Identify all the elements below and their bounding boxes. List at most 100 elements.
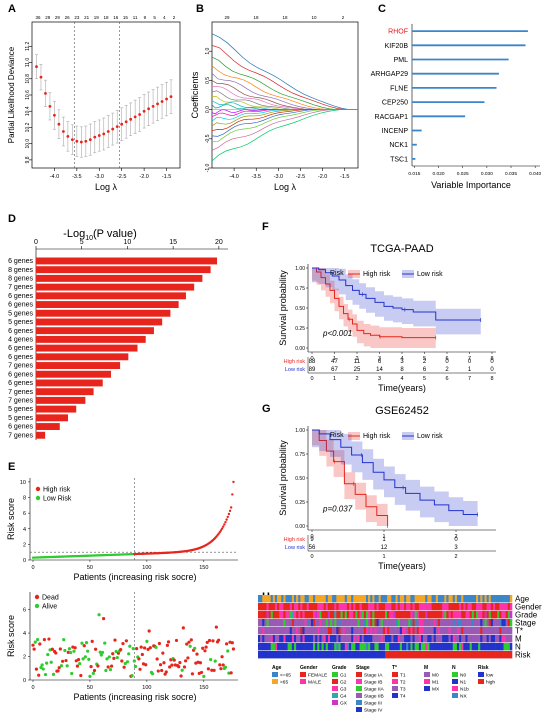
heatmap-cell xyxy=(484,635,486,642)
risk-table-tick: 1 xyxy=(333,376,336,382)
legend-label: N1 xyxy=(460,680,466,686)
status-point xyxy=(111,652,114,655)
heatmap-cell xyxy=(332,635,334,642)
x-tick-label: 150 xyxy=(199,565,208,571)
heatmap-cell xyxy=(389,611,391,618)
status-point xyxy=(104,669,107,672)
heatmap-cell xyxy=(438,635,440,642)
heatmap-cell xyxy=(453,635,455,642)
gene-label: RACGAP1 xyxy=(375,114,409,121)
status-point xyxy=(159,663,162,666)
heatmap-cell xyxy=(446,619,448,626)
heatmap-cell xyxy=(300,611,302,618)
heatmap-cell xyxy=(495,635,497,642)
heatmap-cell xyxy=(355,611,357,618)
heatmap-cell xyxy=(451,643,453,650)
heatmap-cell xyxy=(476,611,478,618)
heatmap-cell xyxy=(476,595,478,602)
heatmap-cell xyxy=(457,643,459,650)
legend-swatch xyxy=(452,693,458,698)
heatmap-cell xyxy=(497,627,499,634)
heatmap-cell xyxy=(353,595,355,602)
risk-table-cell: 67 xyxy=(331,367,338,373)
heatmap-cell xyxy=(313,619,315,626)
heatmap-cell xyxy=(360,627,362,634)
heatmap-cell xyxy=(319,627,321,634)
heatmap-cell xyxy=(379,651,381,658)
status-point xyxy=(97,613,100,616)
heatmap-cell xyxy=(332,643,334,650)
legend-label: Stage IIB xyxy=(364,694,384,700)
heatmap-cell xyxy=(510,651,512,658)
heatmap-cell xyxy=(461,635,463,642)
heatmap-cell xyxy=(288,595,290,602)
heatmap-cell xyxy=(307,611,309,618)
heatmap-cell xyxy=(480,643,482,650)
heatmap-cell xyxy=(421,635,423,642)
panel-f: TCGA-PAAD0.000.250.500.751.000 1 2 3 4 5 6 7 8Ri… xyxy=(278,243,496,393)
heatmap-cell xyxy=(468,635,470,642)
heatmap-cell xyxy=(506,611,508,618)
heatmap-cell xyxy=(391,651,393,658)
heatmap-cell xyxy=(393,651,395,658)
heatmap-cell xyxy=(387,643,389,650)
heatmap-cell xyxy=(419,603,421,610)
status-point xyxy=(215,625,218,628)
heatmap-cell xyxy=(338,619,340,626)
legend-label: Dead xyxy=(42,595,59,602)
heatmap-cell xyxy=(264,611,266,618)
status-point xyxy=(56,669,59,672)
status-point xyxy=(52,673,55,676)
heatmap-cell xyxy=(391,635,393,642)
legend-label: high xyxy=(486,680,495,686)
heatmap-cell xyxy=(476,651,478,658)
heatmap-cell xyxy=(417,651,419,658)
status-point xyxy=(62,638,65,641)
heatmap-cell xyxy=(347,619,349,626)
heatmap-cell xyxy=(404,603,406,610)
gene-set-label: 8 genes xyxy=(8,267,33,274)
legend-label: MX xyxy=(432,687,440,693)
heatmap-cell xyxy=(317,627,319,634)
coef-path xyxy=(212,110,358,161)
heatmap-cell xyxy=(374,619,376,626)
status-point xyxy=(54,651,57,654)
status-point xyxy=(182,626,185,629)
heatmap-cell xyxy=(330,651,332,658)
risk-point xyxy=(227,516,229,518)
heatmap-cell xyxy=(292,595,294,602)
status-point xyxy=(80,642,83,645)
coef-path xyxy=(212,110,358,137)
legend-title: Risk xyxy=(330,432,344,439)
heatmap-cell xyxy=(474,603,476,610)
heatmap-cell xyxy=(357,619,359,626)
status-point xyxy=(31,644,34,647)
heatmap-cell xyxy=(444,611,446,618)
legend-label: High risk xyxy=(363,271,391,278)
heatmap-cell xyxy=(408,595,410,602)
y-tick-label: 10.2 xyxy=(25,122,31,132)
heatmap-cell xyxy=(389,619,391,626)
heatmap-cell xyxy=(260,619,262,626)
risk-point xyxy=(232,481,234,483)
top-tick-label: 18 xyxy=(253,15,259,20)
status-point xyxy=(220,655,223,658)
legend-swatch xyxy=(392,679,398,684)
heatmap-cell xyxy=(311,603,313,610)
x-axis-label: Time(years) xyxy=(378,383,426,393)
heatmap-cell xyxy=(273,651,275,658)
heatmap-cell xyxy=(260,627,262,634)
p-value-bar xyxy=(36,423,60,430)
data-point xyxy=(125,120,128,123)
top-tick-label: 26 xyxy=(65,15,71,20)
data-point xyxy=(170,95,173,98)
heatmap-cell xyxy=(408,627,410,634)
status-point xyxy=(201,647,204,650)
heatmap-cell xyxy=(453,651,455,658)
heatmap-cell xyxy=(305,643,307,650)
legend-group-title: Gender xyxy=(300,665,318,671)
y-tick-label: 0 xyxy=(23,558,26,564)
heatmap-cell xyxy=(273,611,275,618)
heatmap-cell xyxy=(444,643,446,650)
